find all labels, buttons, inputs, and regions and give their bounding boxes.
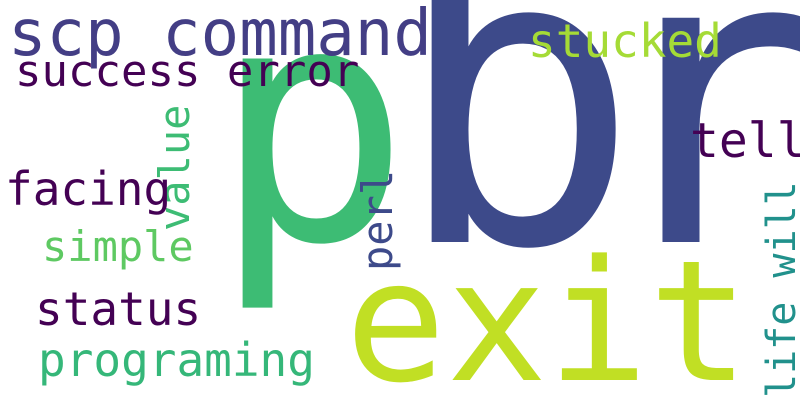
word-exit: exit — [345, 224, 750, 400]
word-stucked: stucked — [528, 14, 722, 68]
word-perl: perl — [353, 169, 402, 271]
word-programing: programing — [38, 333, 315, 387]
word-status: status — [35, 282, 202, 336]
word-p: p — [212, 0, 411, 317]
word-facing: facing — [5, 162, 172, 216]
word-tell: tell — [690, 113, 800, 169]
word-life-will: life will — [759, 181, 800, 398]
word-b: b — [393, 0, 640, 339]
word-r: r — [590, 0, 800, 339]
word-success-error: success error — [15, 46, 360, 97]
word-simple: simple — [42, 222, 194, 271]
word-scp-command: scp command — [8, 0, 432, 71]
